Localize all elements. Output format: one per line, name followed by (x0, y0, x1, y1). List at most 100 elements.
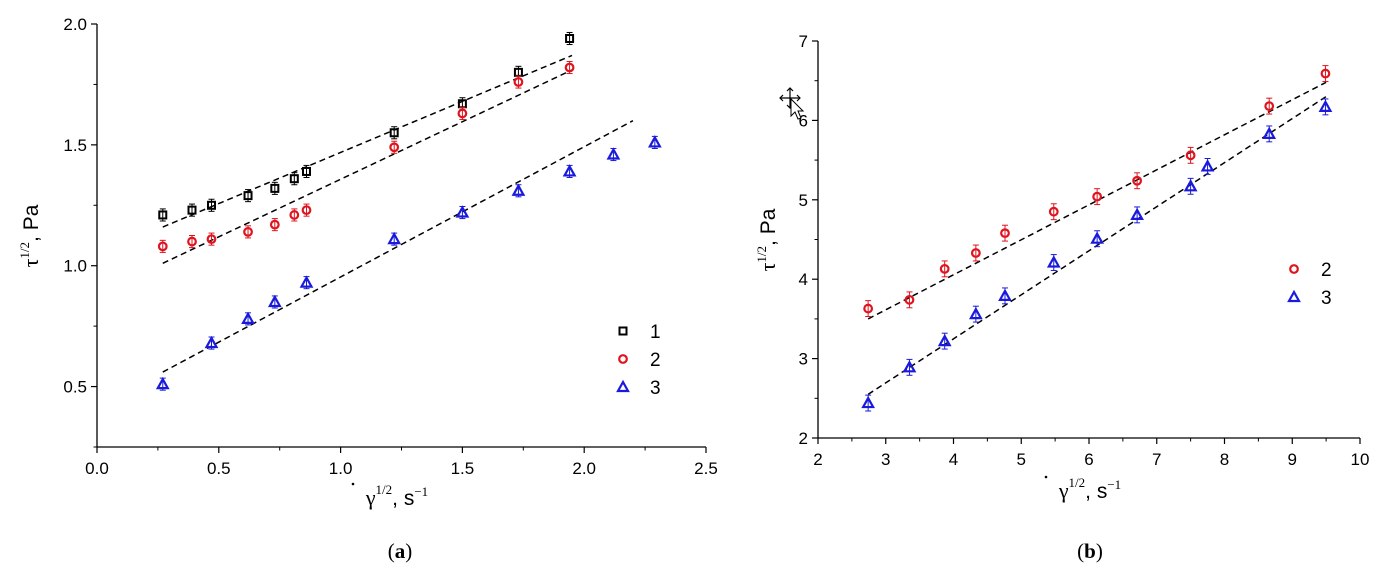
chart-panel-b: 2 3 4 5 6 7 8 9 10 2 3 4 5 6 7 2 3 τ1/2, Pa γ1/2, s−1 (b) (754, 32, 1369, 563)
fit-line (162, 54, 573, 228)
data-point (1262, 126, 1277, 139)
y-tick-label: 6 (799, 111, 808, 130)
x-tick-label: 0.0 (85, 459, 109, 478)
data-point (647, 135, 662, 148)
legend-marker (618, 326, 628, 336)
data-point (863, 303, 874, 314)
data-point (455, 205, 470, 218)
x-tick-label: 2.5 (694, 459, 718, 478)
data-point (158, 210, 168, 220)
data-point (187, 236, 197, 247)
data-point (937, 333, 952, 347)
y-tick-label: 5 (799, 191, 808, 210)
chart-panel-a: 0.0 0.5 1.0 1.5 2.0 2.5 0.5 1.0 1.5 2.0 1 2 3 τ1/2, P… (17, 15, 718, 563)
data-point (1000, 228, 1010, 239)
x-tick-label: 2 (813, 450, 822, 469)
y-axis-label: τ1/2, Pa (754, 208, 780, 271)
data-point (861, 395, 876, 409)
x-axis-label: γ1/2, s−1 (365, 482, 428, 510)
x-tick-label: 9 (1288, 450, 1297, 469)
x-tick-label: 10 (1351, 450, 1370, 469)
data-point (1130, 207, 1144, 220)
x-tick-label: 4 (949, 450, 958, 469)
data-point (968, 306, 983, 320)
data-point (513, 77, 524, 87)
data-point (565, 34, 575, 44)
data-point (606, 147, 621, 160)
x-tick-label: 6 (1084, 450, 1093, 469)
y-tick-label: 0.5 (63, 378, 87, 397)
data-point (289, 210, 300, 220)
fit-line (162, 69, 573, 264)
data-point (243, 191, 253, 201)
y-tick-label: 4 (799, 270, 808, 289)
data-point (387, 231, 402, 245)
legend-marker (1287, 289, 1301, 303)
y-tick-label: 2 (799, 429, 808, 448)
data-point (564, 62, 575, 73)
data-point (1264, 101, 1275, 112)
data-point (902, 360, 917, 373)
data-point (389, 128, 399, 138)
data-point (206, 200, 216, 210)
data-point (1046, 255, 1061, 268)
y-tick-label: 7 (799, 32, 808, 51)
x-tick-label: 3 (881, 450, 890, 469)
legend-label: 3 (650, 378, 661, 399)
data-point (939, 263, 950, 274)
data-point (1318, 99, 1333, 113)
fit-line (867, 81, 1327, 320)
data-point (970, 248, 981, 258)
data-point (270, 183, 280, 193)
data-point (241, 311, 255, 324)
data-point (301, 205, 312, 216)
x-axis-label: γ1/2, s−1 (1058, 475, 1121, 503)
data-point (187, 205, 197, 215)
x-tick-label: 7 (1152, 450, 1161, 469)
x-tick-label: 5 (1017, 450, 1026, 469)
data-point (155, 376, 170, 390)
x-tick-label: 0.5 (207, 459, 231, 478)
data-point (269, 219, 280, 230)
y-tick-label: 1.5 (63, 136, 87, 155)
panel-label: (a) (388, 539, 413, 563)
data-point (389, 142, 400, 153)
data-point (204, 335, 219, 349)
data-point (301, 166, 311, 176)
legend-label: 1 (650, 322, 661, 343)
y-axis-label: τ1/2, Pa (17, 204, 43, 267)
legend-marker (616, 379, 630, 393)
data-point (1090, 231, 1104, 244)
data-point (299, 275, 314, 288)
data-point (1200, 159, 1215, 172)
x-tick-label: 8 (1220, 450, 1229, 469)
legend-marker (618, 354, 628, 364)
legend-label: 2 (1321, 260, 1332, 281)
data-point (1183, 179, 1198, 192)
data-point (562, 164, 577, 177)
y-tick-label: 3 (799, 350, 808, 369)
legend-marker (1289, 264, 1299, 274)
data-point (1092, 191, 1103, 202)
y-tick-label: 1.0 (63, 257, 87, 276)
data-point (267, 294, 282, 308)
data-point (511, 183, 526, 196)
gamma-dot (1044, 475, 1048, 479)
fit-line (162, 120, 634, 373)
data-point (157, 241, 168, 252)
data-point (1185, 150, 1196, 161)
legend-label: 3 (1321, 288, 1332, 309)
data-point (1048, 206, 1059, 217)
move-cursor-icon (779, 87, 805, 120)
data-point (1320, 68, 1331, 79)
legend-label: 2 (650, 350, 661, 371)
data-point (1132, 175, 1143, 186)
panel-label: (b) (1077, 539, 1103, 563)
x-tick-label: 2.0 (572, 459, 596, 478)
data-point (904, 294, 915, 305)
data-point (289, 174, 299, 184)
data-point (206, 234, 217, 245)
y-tick-label: 2.0 (63, 15, 87, 34)
x-tick-label: 1.5 (451, 459, 475, 478)
